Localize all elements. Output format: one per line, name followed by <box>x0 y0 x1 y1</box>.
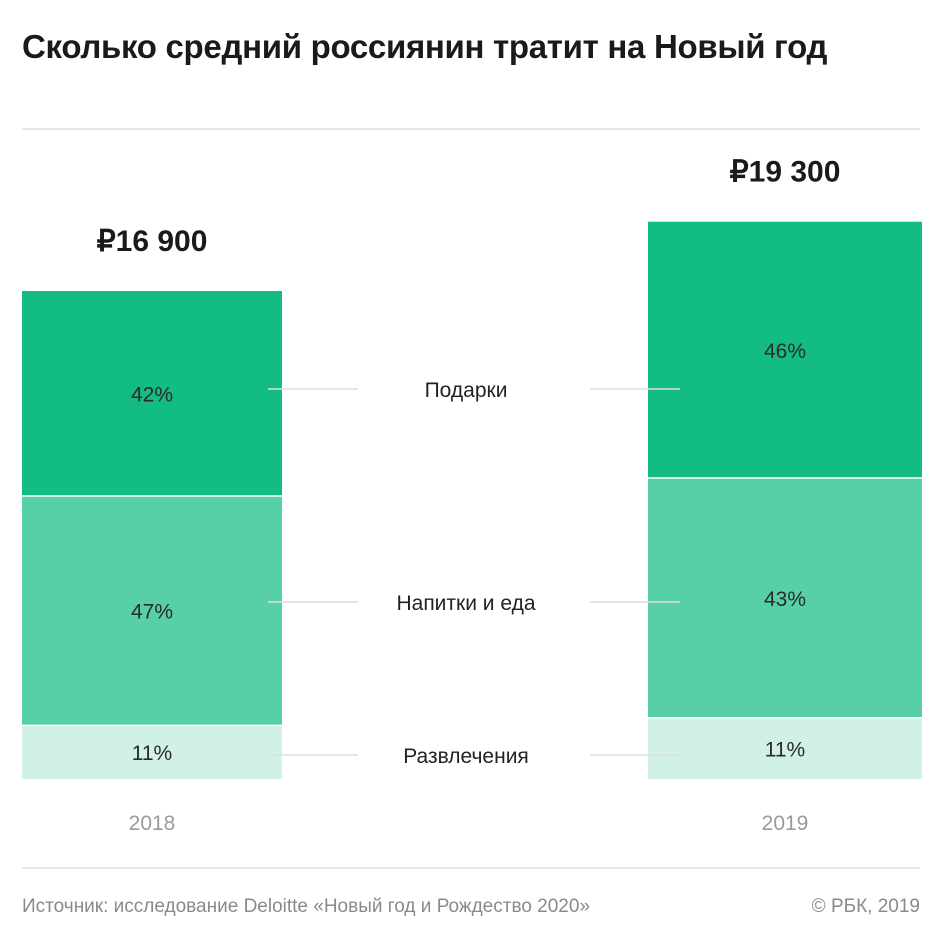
total-label: ₽19 300 <box>730 156 841 189</box>
source-note: Источник: исследование Deloitte «Новый г… <box>22 896 591 917</box>
copyright: © РБК, 2019 <box>811 896 920 917</box>
segment-label: 43% <box>764 588 806 611</box>
divider-bottom <box>22 867 920 869</box>
segment-label: 11% <box>132 742 172 765</box>
year-label: 2018 <box>129 812 176 835</box>
legend-label: Развлечения <box>403 745 529 768</box>
bar-segment-1 <box>22 291 282 496</box>
legend-label: Напитки и еда <box>396 592 535 615</box>
bar-segment-3 <box>22 725 282 779</box>
segment-label: 46% <box>764 340 806 363</box>
divider-top <box>22 128 920 130</box>
bar-segment-3 <box>648 717 922 779</box>
chart-title: Сколько средний россиянин тратит на Новы… <box>22 28 828 65</box>
legend-label: Подарки <box>425 379 508 402</box>
year-label: 2019 <box>762 812 809 835</box>
bar-segment-1 <box>648 221 922 479</box>
segment-label: 11% <box>765 738 805 761</box>
segment-label: 47% <box>131 601 173 624</box>
bar-segment-2 <box>648 478 922 718</box>
total-label: ₽16 900 <box>97 225 208 258</box>
bar-segment-2 <box>22 495 282 726</box>
segment-label: 42% <box>131 383 173 406</box>
